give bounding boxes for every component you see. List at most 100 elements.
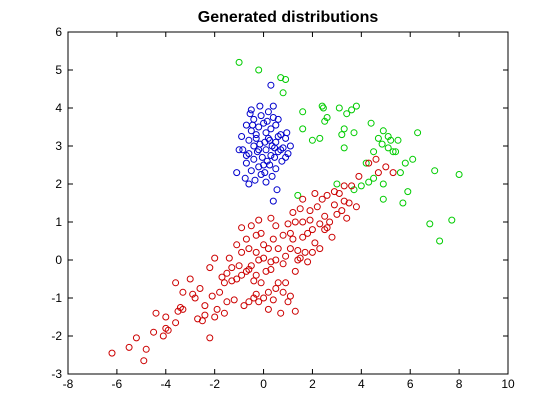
data-point — [409, 155, 417, 163]
data-point — [267, 266, 275, 273]
data-point — [250, 294, 258, 302]
data-point — [262, 178, 270, 186]
data-point — [268, 172, 276, 180]
data-point — [250, 115, 258, 123]
data-point — [247, 106, 255, 114]
data-point — [308, 136, 316, 144]
data-point — [279, 260, 287, 268]
data-point — [316, 245, 324, 253]
y-tick-label: -2 — [51, 329, 62, 343]
data-point — [257, 171, 265, 178]
data-point — [367, 119, 375, 127]
x-tick-label: 4 — [358, 377, 365, 391]
data-point — [142, 345, 150, 353]
data-point — [289, 209, 297, 216]
data-point — [245, 266, 253, 273]
data-point — [245, 245, 253, 253]
data-point — [247, 167, 255, 175]
data-point — [278, 157, 286, 165]
data-point — [238, 248, 246, 256]
x-tick-label: 2 — [309, 377, 316, 391]
data-point — [264, 108, 272, 116]
data-point — [374, 169, 382, 177]
data-point — [125, 343, 133, 351]
y-tick-label: -3 — [51, 367, 62, 381]
data-points — [108, 58, 463, 365]
data-point — [335, 104, 343, 112]
data-point — [272, 138, 280, 146]
data-point — [241, 174, 249, 182]
data-point — [396, 169, 404, 177]
data-point — [235, 146, 243, 154]
data-point — [274, 279, 282, 287]
series-2 — [108, 155, 397, 365]
data-point — [245, 136, 253, 144]
data-point — [264, 245, 272, 253]
data-point — [286, 292, 294, 300]
data-point — [286, 245, 294, 253]
data-point — [235, 58, 243, 66]
data-point — [252, 271, 260, 279]
data-point — [374, 134, 382, 142]
data-point — [299, 125, 307, 133]
data-point — [328, 233, 336, 241]
data-point — [271, 144, 279, 152]
data-point — [426, 220, 434, 228]
data-point — [272, 285, 280, 292]
data-point — [299, 108, 307, 116]
data-point — [370, 174, 378, 182]
data-point — [179, 288, 187, 296]
data-point — [294, 247, 302, 254]
data-point — [311, 239, 319, 247]
data-point — [343, 110, 351, 118]
data-point — [242, 235, 250, 243]
data-point — [296, 254, 304, 262]
data-point — [242, 152, 250, 159]
data-point — [304, 258, 312, 266]
data-point — [274, 245, 282, 253]
data-point — [194, 315, 202, 323]
x-tick-label: 8 — [456, 377, 463, 391]
data-point — [260, 119, 268, 127]
data-point — [352, 102, 360, 110]
x-tick-label: -8 — [63, 377, 74, 391]
data-point — [291, 267, 299, 275]
y-tick-label: 2 — [55, 177, 62, 191]
data-point — [262, 146, 270, 154]
data-point — [389, 169, 397, 177]
data-point — [233, 275, 241, 283]
data-point — [279, 231, 287, 239]
data-point — [242, 121, 250, 129]
data-point — [272, 256, 280, 264]
y-tick-label: 6 — [55, 25, 62, 39]
data-point — [260, 161, 268, 169]
data-point — [252, 131, 260, 139]
data-point — [267, 125, 275, 133]
x-tick-label: 0 — [260, 377, 267, 391]
plot-axes: -8 -6 -4 -2 0 2 4 6 8 10 -3 -2 -1 0 1 2 3 4 5 6 — [51, 25, 515, 391]
data-point — [252, 134, 260, 142]
data-point — [255, 298, 263, 306]
data-point — [283, 129, 291, 137]
data-point — [250, 142, 258, 150]
data-point — [340, 182, 348, 190]
data-point — [384, 144, 392, 152]
data-point — [436, 237, 444, 245]
data-point — [239, 146, 247, 154]
data-point — [162, 313, 170, 321]
y-tick-label: 0 — [55, 253, 62, 267]
data-point — [274, 115, 282, 123]
data-point — [198, 317, 206, 325]
data-point — [159, 332, 167, 340]
data-point — [284, 220, 292, 228]
data-point — [294, 191, 302, 199]
data-point — [257, 279, 265, 287]
data-point — [338, 131, 346, 139]
data-point — [379, 195, 387, 203]
data-point — [296, 205, 304, 213]
data-point — [257, 112, 265, 120]
data-point — [282, 134, 290, 142]
x-tick-label: -2 — [209, 377, 220, 391]
data-point — [172, 279, 180, 287]
data-point — [218, 273, 226, 281]
